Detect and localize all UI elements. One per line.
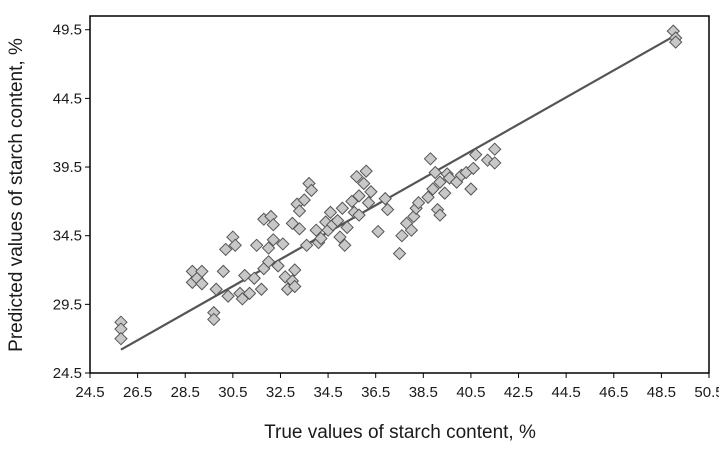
data-point [359, 164, 373, 178]
data-point [238, 268, 252, 283]
y-axis-title: Predicted values of starch content, % [6, 38, 27, 352]
data-point [254, 282, 269, 296]
data-point [349, 169, 364, 184]
data-point [466, 161, 481, 176]
data-point [364, 185, 378, 199]
data-point [357, 176, 371, 191]
data-point [309, 223, 323, 237]
regression-line [120, 35, 674, 351]
data-point [292, 204, 307, 218]
data-point [207, 312, 221, 327]
data-point [464, 182, 478, 196]
y-tick-label: 29.5 [53, 296, 82, 313]
data-point [242, 286, 257, 301]
data-point [249, 238, 264, 253]
data-point [395, 228, 409, 243]
x-tick-label: 44.5 [552, 384, 581, 401]
data-point [404, 223, 419, 237]
data-point [114, 331, 128, 346]
data-point [380, 202, 395, 217]
y-tick-label: 34.5 [53, 228, 82, 245]
data-point [352, 208, 366, 222]
data-point [228, 238, 242, 253]
data-point [288, 279, 302, 294]
data-point [209, 282, 223, 296]
x-tick-label: 38.5 [409, 384, 438, 401]
data-point [266, 218, 281, 232]
data-point [433, 175, 447, 189]
data-point [428, 165, 442, 180]
x-tick-label: 46.5 [599, 384, 628, 401]
data-point [371, 224, 385, 239]
data-point [299, 238, 314, 253]
y-tick-label: 49.5 [53, 22, 82, 39]
data-point [352, 189, 366, 203]
data-point [195, 277, 209, 291]
data-point [292, 222, 307, 236]
x-tick-label: 24.5 [75, 384, 104, 401]
x-tick-label: 36.5 [361, 384, 390, 401]
data-point [271, 259, 285, 273]
data-point [266, 233, 281, 247]
data-point [216, 264, 231, 279]
data-point [261, 241, 276, 255]
x-tick-label: 28.5 [171, 384, 200, 401]
y-axis-ticks: 24.5 29.5 34.5 39.5 44.5 49.5 [53, 22, 90, 382]
data-point [438, 186, 452, 200]
data-point [218, 242, 233, 257]
data-point [333, 230, 347, 244]
data-point [488, 142, 502, 156]
data-point [288, 263, 302, 277]
x-tick-label: 48.5 [647, 384, 676, 401]
x-tick-label: 50.5 [694, 384, 719, 401]
x-axis-ticks: 24.5 26.5 28.5 30.5 32.5 34.5 36.5 38.5 40.5 42.5… [75, 373, 719, 401]
data-point [423, 152, 438, 166]
data-point [378, 191, 392, 206]
data-point [314, 231, 328, 246]
data-point [330, 213, 345, 228]
data-point [335, 201, 350, 215]
data-point [276, 237, 290, 251]
data-point [421, 190, 435, 204]
data-point [221, 289, 235, 303]
data-point [261, 255, 276, 269]
data-point [361, 196, 376, 210]
x-axis-title: True values of starch content, % [264, 422, 536, 443]
data-point [323, 205, 338, 220]
data-point [297, 193, 311, 207]
x-tick-label: 34.5 [313, 384, 342, 401]
data-point [411, 196, 426, 210]
x-tick-label: 40.5 [456, 384, 485, 401]
y-tick-label: 39.5 [53, 159, 82, 176]
data-point [340, 220, 354, 235]
fit-line-layer [120, 35, 674, 351]
data-point [426, 182, 440, 196]
data-point [392, 246, 407, 261]
data-point [668, 35, 683, 49]
x-tick-label: 30.5 [218, 384, 247, 401]
y-tick-label: 44.5 [53, 90, 82, 107]
data-point [468, 147, 483, 162]
data-point [433, 208, 447, 222]
data-point [338, 238, 352, 253]
x-tick-label: 32.5 [266, 384, 295, 401]
data-point [304, 183, 319, 198]
data-points-layer [114, 24, 683, 346]
x-tick-label: 42.5 [504, 384, 533, 401]
y-tick-label: 24.5 [53, 365, 82, 382]
x-tick-label: 26.5 [123, 384, 152, 401]
data-point [488, 156, 502, 170]
data-point [247, 271, 261, 285]
